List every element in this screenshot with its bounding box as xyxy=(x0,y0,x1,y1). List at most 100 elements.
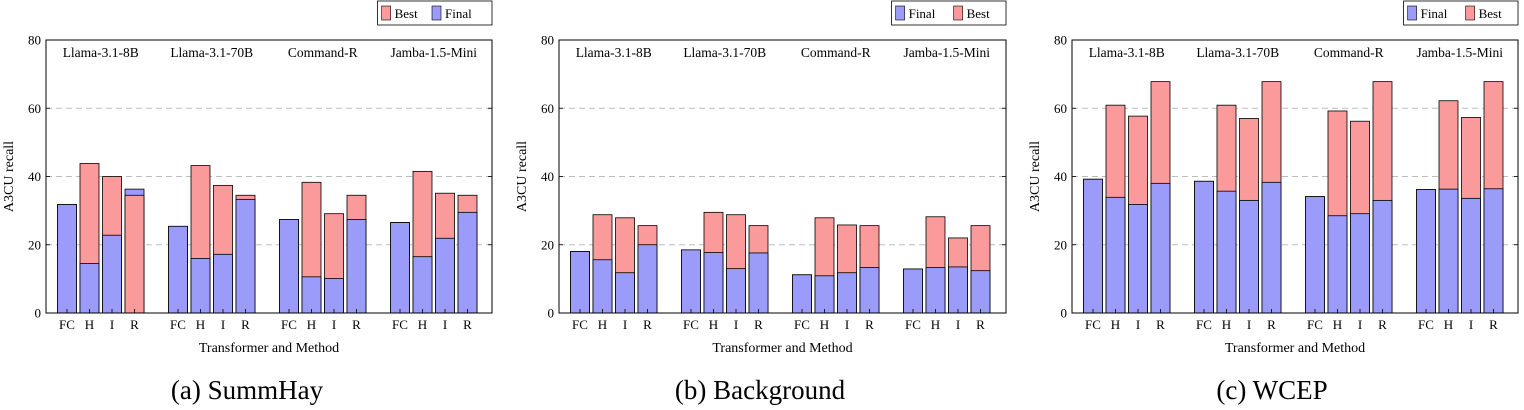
bar-final xyxy=(435,237,455,314)
group-label: Llama-3.1-8B xyxy=(1089,45,1165,60)
legend: Final Best xyxy=(1403,0,1519,26)
x-tick-label: R xyxy=(643,317,652,332)
x-tick-label: R xyxy=(130,317,139,332)
bar-final xyxy=(57,204,77,314)
x-tick-label: FC xyxy=(392,317,408,332)
bar-final xyxy=(1350,213,1370,314)
x-tick-label: FC xyxy=(1085,317,1101,332)
bar-final xyxy=(279,219,299,314)
x-tick-label: I xyxy=(332,317,336,332)
x-tick-label: R xyxy=(1156,317,1165,332)
bar-final xyxy=(903,268,923,314)
y-axis-label: A3CU recall xyxy=(2,141,17,212)
bar-final xyxy=(726,268,746,314)
x-tick-label: I xyxy=(1136,317,1140,332)
bar-final xyxy=(570,251,590,314)
legend-swatch-best xyxy=(1465,5,1475,21)
x-axis-label: Transformer and Method xyxy=(1225,341,1365,356)
y-tick-label: 0 xyxy=(1061,306,1068,321)
bar-final xyxy=(1416,189,1436,314)
bar-final xyxy=(1150,182,1171,314)
panel-caption: (b) Background xyxy=(675,375,846,405)
bar-final xyxy=(1438,188,1459,314)
x-tick-label: I xyxy=(623,317,627,332)
group-label: Jamba-1.5-Mini xyxy=(1416,45,1503,60)
bar-final xyxy=(102,234,122,314)
x-tick-label: R xyxy=(865,317,874,332)
x-tick-label: R xyxy=(463,317,472,332)
bar-final xyxy=(925,267,946,314)
panel-background: 0 20 40 60 80 Llama-3.1-8B FC H I R Llama-3.1-70B F… xyxy=(515,0,1007,405)
bar-final xyxy=(457,211,478,314)
x-tick-label: I xyxy=(1358,317,1362,332)
bar-final xyxy=(190,257,211,314)
x-tick-label: I xyxy=(1247,317,1251,332)
plot-frame xyxy=(45,39,493,314)
y-tick-label: 60 xyxy=(28,101,41,116)
legend-swatch-best xyxy=(953,5,963,21)
x-tick-label: H xyxy=(931,317,940,332)
x-tick-label: FC xyxy=(794,317,810,332)
bar-final xyxy=(814,275,835,314)
panel-summhay: 0 20 40 60 80 Llama-3.1-8B FC H I R Llama-3.1-70B F… xyxy=(2,0,493,405)
x-tick-label: H xyxy=(85,317,94,332)
x-tick-label: I xyxy=(221,317,225,332)
bar-final xyxy=(1483,188,1504,314)
x-tick-label: H xyxy=(598,317,607,332)
x-tick-label: I xyxy=(956,317,960,332)
group-label: Llama-3.1-70B xyxy=(683,45,766,60)
bar-final xyxy=(1461,197,1481,314)
bar-final xyxy=(1327,215,1348,314)
bar-final xyxy=(703,252,724,314)
x-tick-label: I xyxy=(443,317,447,332)
bar-final xyxy=(235,198,256,314)
bar-final xyxy=(592,259,613,314)
bar-final xyxy=(748,252,769,314)
plot-frame xyxy=(558,39,1007,314)
bar-final xyxy=(1194,180,1214,314)
y-tick-label: 40 xyxy=(541,169,554,184)
x-tick-label: FC xyxy=(572,317,588,332)
group-label: Jamba-1.5-Mini xyxy=(903,45,990,60)
bar-final xyxy=(837,272,857,314)
bar-final xyxy=(615,272,635,314)
group-label: Jamba-1.5-Mini xyxy=(390,45,477,60)
legend-swatch-final xyxy=(431,5,442,21)
group-label: Llama-3.1-8B xyxy=(576,45,652,60)
x-tick-label: I xyxy=(734,317,738,332)
bar-final xyxy=(1261,181,1282,314)
group-label: Llama-3.1-70B xyxy=(1196,45,1279,60)
group-label: Command-R xyxy=(801,45,871,60)
bar-final xyxy=(213,253,233,314)
bar-final xyxy=(324,278,344,314)
legend-box xyxy=(891,0,1007,26)
x-tick-label: R xyxy=(754,317,763,332)
y-tick-label: 20 xyxy=(1054,237,1067,252)
bar-final xyxy=(637,244,658,314)
y-tick-label: 80 xyxy=(541,33,554,48)
x-tick-label: H xyxy=(1333,317,1342,332)
legend-swatch-final xyxy=(1407,5,1417,21)
y-axis-label: A3CU recall xyxy=(515,141,530,212)
x-axis-label: Transformer and Method xyxy=(199,341,339,356)
x-tick-label: H xyxy=(1111,317,1120,332)
panel-wcep: 0 20 40 60 80 Llama-3.1-8B FC H I R Llama-3.1-70B F… xyxy=(1028,0,1519,405)
y-tick-label: 20 xyxy=(541,237,554,252)
x-tick-label: H xyxy=(196,317,205,332)
x-tick-label: R xyxy=(1489,317,1498,332)
x-tick-label: R xyxy=(1267,317,1276,332)
legend-label-final: Final xyxy=(909,6,936,21)
legend-label-best: Best xyxy=(1479,6,1503,21)
y-axis-label: A3CU recall xyxy=(1028,141,1043,212)
x-tick-label: H xyxy=(709,317,718,332)
x-axis-label: Transformer and Method xyxy=(712,341,852,356)
x-tick-label: FC xyxy=(905,317,921,332)
group-label: Command-R xyxy=(1314,45,1384,60)
group-label: Command-R xyxy=(288,45,358,60)
x-tick-label: R xyxy=(1378,317,1387,332)
bar-best xyxy=(124,194,145,314)
bar-final xyxy=(948,266,968,314)
x-tick-label: I xyxy=(845,317,849,332)
x-tick-label: FC xyxy=(683,317,699,332)
bar-final xyxy=(792,274,812,314)
